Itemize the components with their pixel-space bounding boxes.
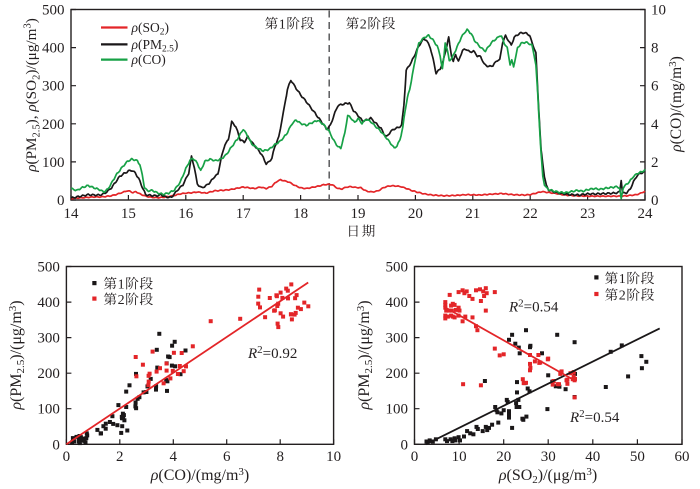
svg-text:ρ(SO2)/(μg/m3): ρ(SO2)/(μg/m3) [498, 466, 597, 486]
svg-text:500: 500 [37, 260, 60, 276]
svg-text:2: 2 [619, 289, 626, 304]
svg-text:400: 400 [37, 295, 60, 311]
svg-text:21: 21 [465, 206, 480, 222]
svg-text:1: 1 [619, 272, 626, 287]
svg-text:2: 2 [116, 449, 124, 465]
svg-text:50: 50 [630, 449, 645, 465]
svg-text:10: 10 [452, 449, 467, 465]
svg-text:500: 500 [42, 3, 65, 19]
svg-text:24: 24 [638, 206, 654, 222]
svg-text:300: 300 [42, 79, 65, 95]
svg-text:8: 8 [276, 449, 284, 465]
svg-text:20: 20 [496, 449, 511, 465]
svg-text:100: 100 [386, 402, 409, 418]
svg-text:100: 100 [42, 155, 65, 171]
svg-text:10: 10 [651, 3, 666, 19]
svg-text:16: 16 [178, 206, 194, 222]
svg-text:4: 4 [170, 449, 178, 465]
svg-text:300: 300 [386, 331, 409, 347]
svg-text:ρ(PM2.5)/(μg/m3): ρ(PM2.5)/(μg/m3) [355, 300, 375, 410]
svg-text:14: 14 [64, 206, 80, 222]
svg-text:400: 400 [42, 41, 65, 57]
svg-text:40: 40 [585, 449, 600, 465]
svg-text:4: 4 [651, 117, 659, 133]
svg-text:ρ(PM2.5)/(μg/m3): ρ(PM2.5)/(μg/m3) [7, 300, 27, 410]
svg-text:60: 60 [675, 449, 690, 465]
svg-text:15: 15 [121, 206, 136, 222]
svg-text:0: 0 [57, 193, 65, 209]
svg-text:R2=0.92: R2=0.92 [247, 344, 297, 362]
svg-text:100: 100 [37, 402, 60, 418]
svg-text:2: 2 [118, 293, 125, 308]
svg-text:23: 23 [580, 206, 595, 222]
svg-text:400: 400 [386, 295, 409, 311]
svg-text:0: 0 [52, 437, 60, 453]
svg-text:30: 30 [541, 449, 556, 465]
svg-text:200: 200 [42, 117, 65, 133]
svg-text:22: 22 [523, 206, 538, 222]
svg-text:19: 19 [351, 206, 366, 222]
svg-text:ρ(PM2.5), ρ(SO2)/(μg/m3): ρ(PM2.5), ρ(SO2)/(μg/m3) [23, 18, 43, 173]
svg-text:R2=0.54: R2=0.54 [508, 298, 559, 316]
svg-text:R2=0.54: R2=0.54 [569, 408, 620, 426]
svg-text:2: 2 [651, 155, 659, 171]
svg-text:0: 0 [411, 449, 419, 465]
svg-text:6: 6 [223, 449, 231, 465]
svg-text:500: 500 [386, 260, 409, 276]
svg-text:ρ(CO): ρ(CO) [131, 52, 166, 67]
svg-text:300: 300 [37, 331, 60, 347]
svg-text:17: 17 [236, 206, 252, 222]
svg-text:ρ(SO2): ρ(SO2) [131, 20, 170, 38]
svg-text:1: 1 [118, 277, 125, 292]
svg-text:0: 0 [63, 449, 71, 465]
svg-text:ρ(CO)/(mg/m3): ρ(CO)/(mg/m3) [150, 466, 250, 484]
svg-text:10: 10 [326, 449, 341, 465]
svg-text:ρ(CO)/(mg/m3): ρ(CO)/(mg/m3) [667, 56, 685, 153]
svg-text:200: 200 [386, 366, 409, 382]
svg-text:8: 8 [651, 41, 659, 57]
svg-text:2: 2 [360, 17, 367, 32]
svg-text:0: 0 [651, 193, 659, 209]
svg-text:18: 18 [293, 206, 308, 222]
svg-text:200: 200 [37, 366, 60, 382]
svg-text:0: 0 [401, 437, 409, 453]
svg-text:1: 1 [279, 17, 286, 32]
svg-text:6: 6 [651, 79, 659, 95]
svg-text:20: 20 [408, 206, 423, 222]
